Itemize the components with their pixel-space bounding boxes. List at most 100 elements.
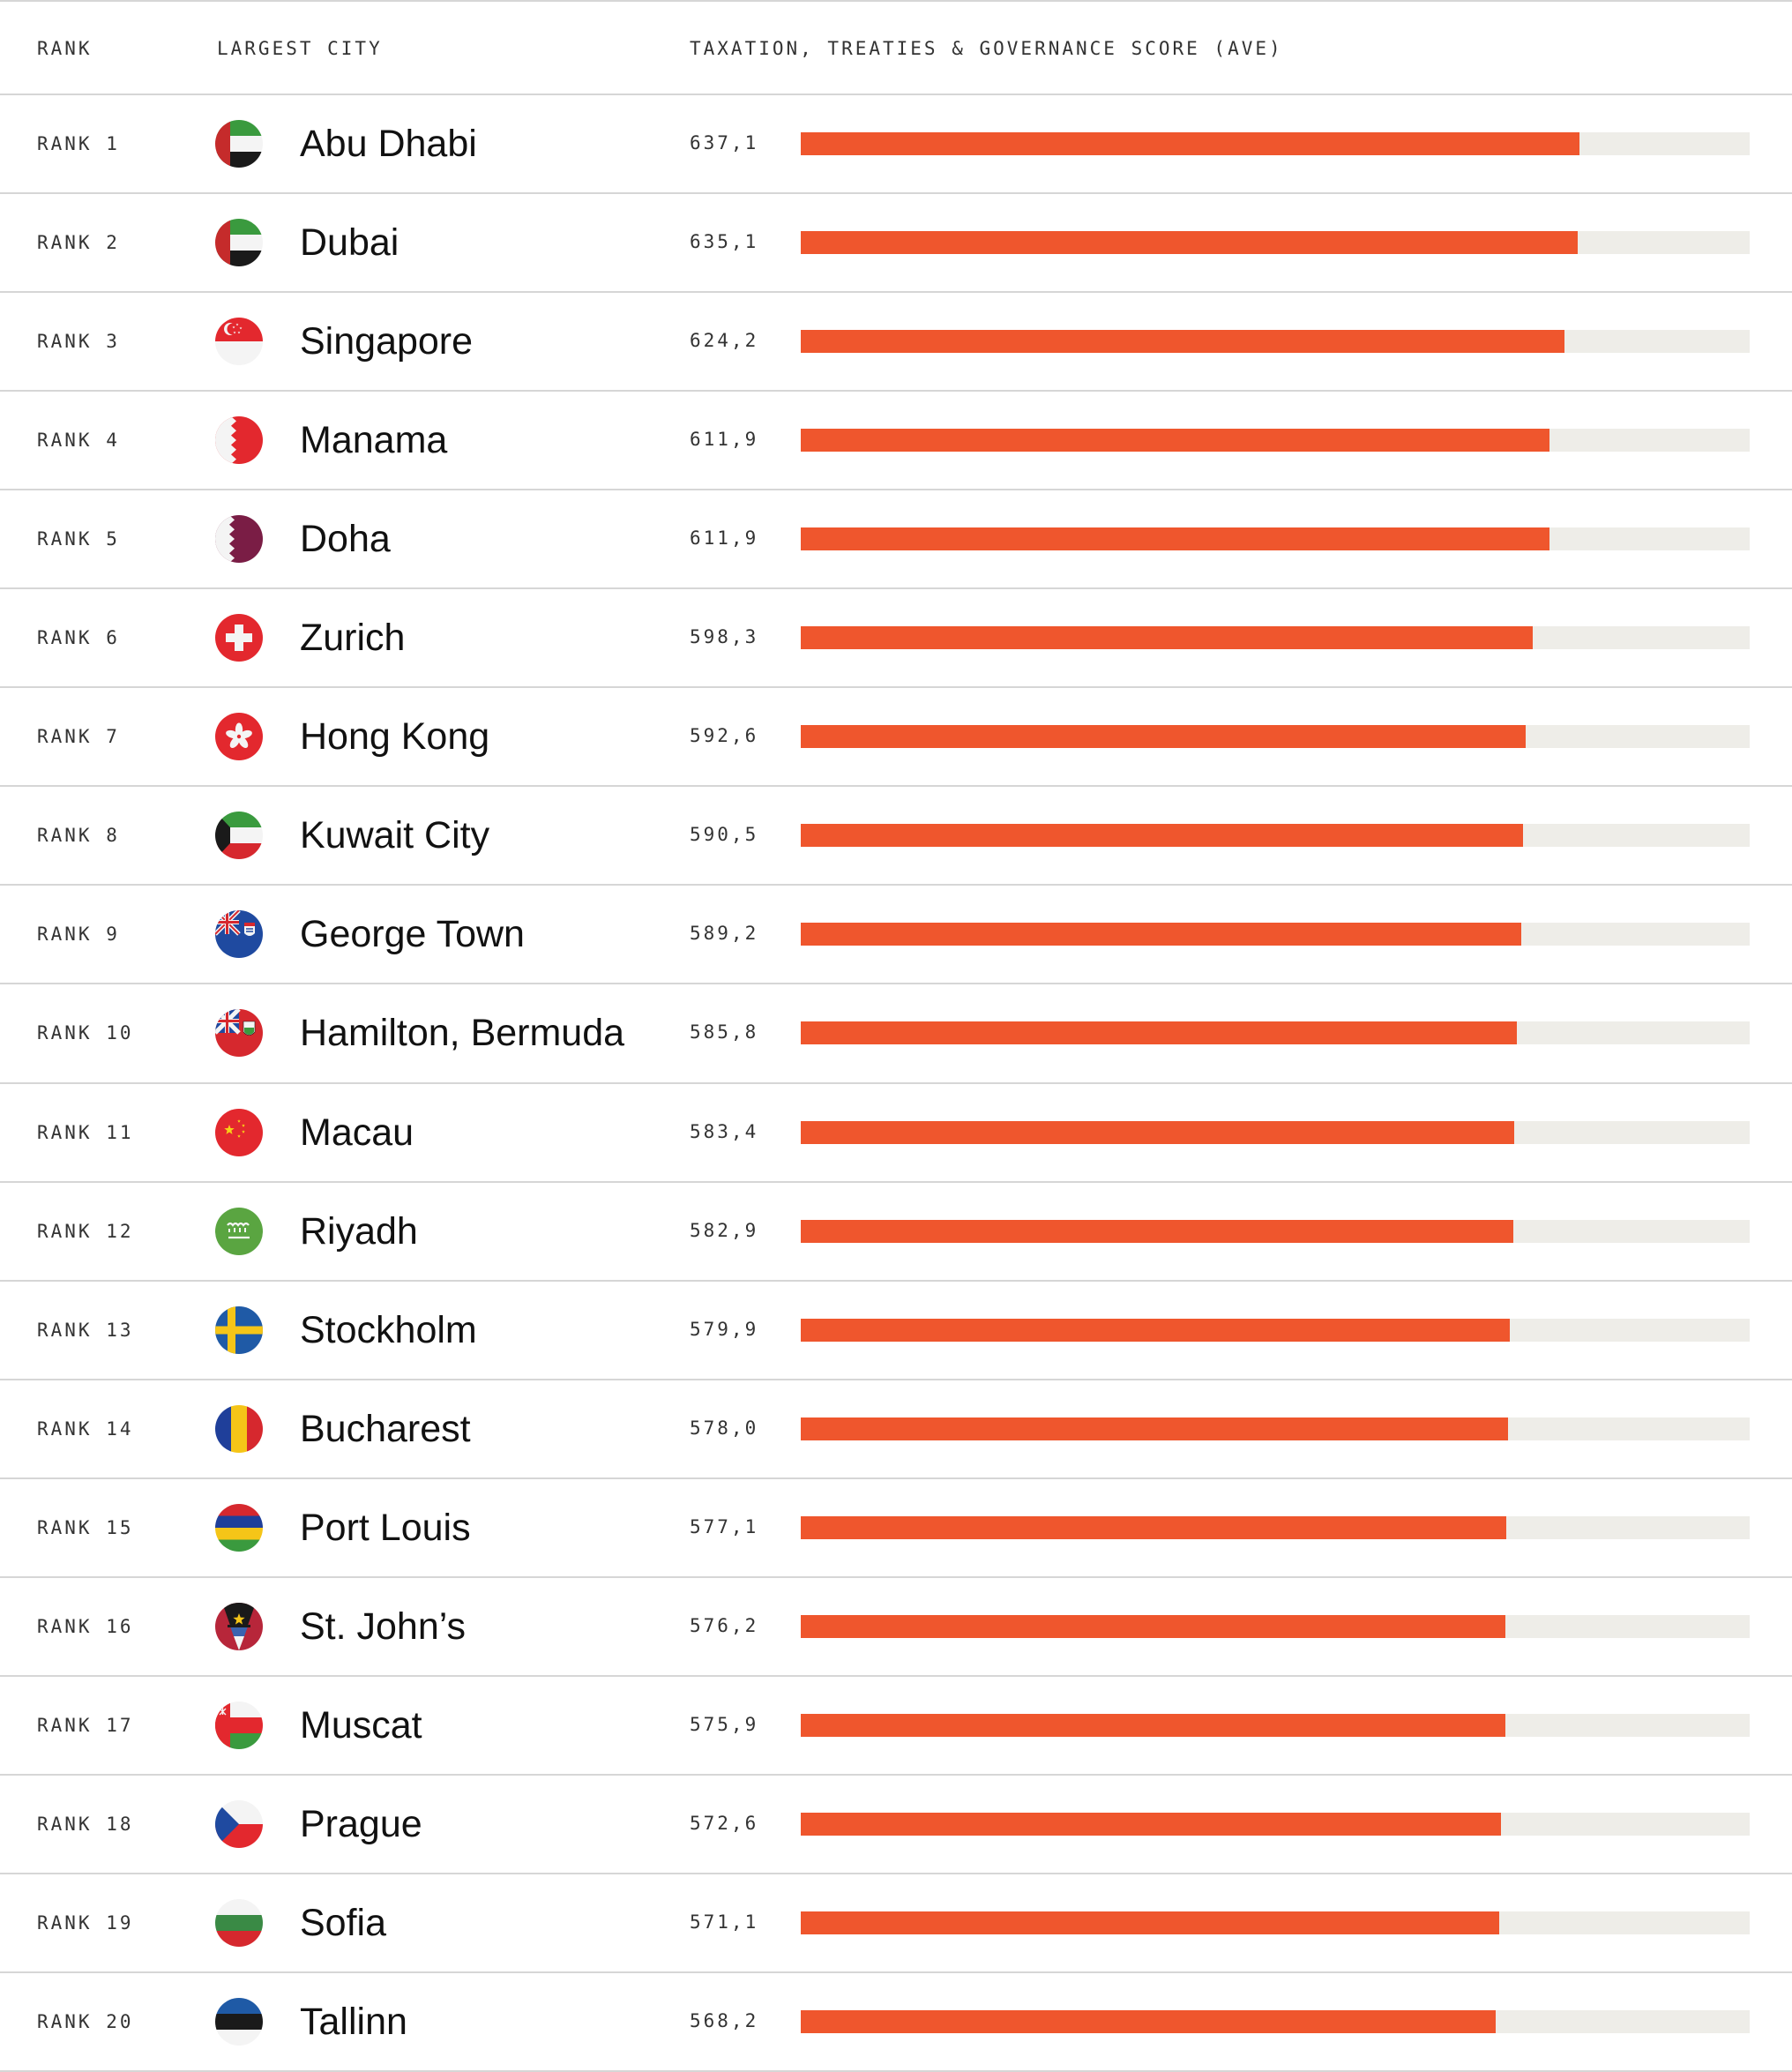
row-divider [0, 390, 1792, 393]
city-name: Doha [300, 518, 391, 561]
row-divider [0, 1575, 1792, 1578]
row-divider [0, 1773, 1792, 1776]
rank-label: RANK 1 [37, 133, 120, 155]
city-name: Sofia [300, 1901, 387, 1944]
city-name: St. John’s [300, 1604, 467, 1648]
score-bar-track [801, 1812, 1750, 1836]
score-bar [801, 725, 1526, 749]
score-bar [801, 1120, 1514, 1144]
score-value: 578,0 [690, 1417, 759, 1439]
score-bar [801, 2009, 1496, 2033]
city-name: Muscat [300, 1703, 422, 1747]
score-column-header: TAXATION, TREATIES & GOVERNANCE SCORE (A… [690, 38, 1283, 59]
rank-label: RANK 7 [37, 726, 120, 748]
score-value: 576,2 [690, 1614, 759, 1636]
bermuda-flag-icon [215, 1009, 263, 1058]
city-name: Abu Dhabi [300, 123, 477, 166]
uae-flag-icon [215, 120, 263, 168]
score-value: 611,9 [690, 527, 759, 550]
score-value: 568,2 [690, 2009, 759, 2031]
score-bar [801, 1417, 1508, 1440]
rank-label: RANK 14 [37, 1417, 134, 1440]
score-bar-track [801, 527, 1750, 551]
city-name: Singapore [300, 320, 474, 363]
score-bar-track [801, 1515, 1750, 1539]
score-value: 579,9 [690, 1318, 759, 1340]
score-bar [801, 1614, 1505, 1638]
rank-label: RANK 12 [37, 1220, 134, 1242]
rank-label: RANK 19 [37, 1911, 134, 1934]
score-bar-track [801, 824, 1750, 848]
score-bar [801, 1713, 1505, 1737]
score-bar-track [801, 626, 1750, 650]
china-flag-icon [215, 1108, 263, 1156]
rank-label: RANK 17 [37, 1714, 134, 1736]
row-divider [0, 587, 1792, 590]
city-name: Manama [300, 419, 448, 462]
sweden-flag-icon [215, 1305, 263, 1354]
city-name: George Town [300, 913, 525, 956]
city-name: Bucharest [300, 1407, 471, 1450]
header-divider [0, 94, 1792, 95]
city-name: Macau [300, 1111, 414, 1154]
score-bar [801, 132, 1580, 156]
rank-label: RANK 18 [37, 1813, 134, 1835]
rank-label: RANK 15 [37, 1516, 134, 1538]
score-bar-track [801, 231, 1750, 255]
score-bar-track [801, 1713, 1750, 1737]
score-value: 635,1 [690, 231, 759, 253]
row-divider [0, 1180, 1792, 1183]
rank-column-header: RANK [37, 38, 93, 59]
score-bar [801, 231, 1578, 255]
top-divider [0, 0, 1792, 2]
city-name: Hong Kong [300, 715, 490, 759]
score-bar [801, 1515, 1507, 1539]
row-divider [0, 983, 1792, 985]
score-value: 590,5 [690, 824, 759, 846]
city-name: Dubai [300, 221, 399, 265]
score-value: 575,9 [690, 1713, 759, 1735]
score-value: 577,1 [690, 1515, 759, 1537]
score-bar-track [801, 1318, 1750, 1342]
rank-label: RANK 13 [37, 1319, 134, 1341]
rank-label: RANK 11 [37, 1121, 134, 1143]
score-bar-track [801, 1417, 1750, 1440]
saudi-arabia-flag-icon [215, 1207, 263, 1255]
score-bar [801, 1911, 1499, 1934]
singapore-flag-icon [215, 318, 263, 366]
qatar-flag-icon [215, 515, 263, 564]
rank-label: RANK 2 [37, 232, 120, 254]
score-bar [801, 1021, 1518, 1045]
score-value: 572,6 [690, 1812, 759, 1834]
score-bar [801, 824, 1523, 848]
score-bar-track [801, 2009, 1750, 2033]
score-bar [801, 923, 1521, 946]
oman-flag-icon [215, 1701, 263, 1749]
row-divider [0, 2070, 1792, 2072]
rank-label: RANK 6 [37, 627, 120, 649]
score-bar-track [801, 923, 1750, 946]
mauritius-flag-icon [215, 1503, 263, 1552]
rank-label: RANK 9 [37, 924, 120, 946]
row-divider [0, 884, 1792, 886]
score-bar-track [801, 429, 1750, 453]
city-name: Stockholm [300, 1308, 477, 1351]
score-value: 583,4 [690, 1120, 759, 1142]
score-bar [801, 626, 1533, 650]
score-bar [801, 330, 1564, 354]
row-divider [0, 1971, 1792, 1973]
rank-label: RANK 5 [37, 528, 120, 550]
uae-flag-icon [215, 219, 263, 267]
score-bar-track [801, 1120, 1750, 1144]
antigua-barbuda-flag-icon [215, 1602, 263, 1650]
row-divider [0, 1674, 1792, 1677]
score-value: 624,2 [690, 330, 759, 352]
score-bar-track [801, 1021, 1750, 1045]
switzerland-flag-icon [215, 614, 263, 662]
rank-label: RANK 20 [37, 2010, 134, 2032]
city-name: Zurich [300, 617, 406, 660]
kuwait-flag-icon [215, 812, 263, 860]
score-bar-track [801, 330, 1750, 354]
czech-flag-icon [215, 1799, 263, 1848]
row-divider [0, 785, 1792, 788]
